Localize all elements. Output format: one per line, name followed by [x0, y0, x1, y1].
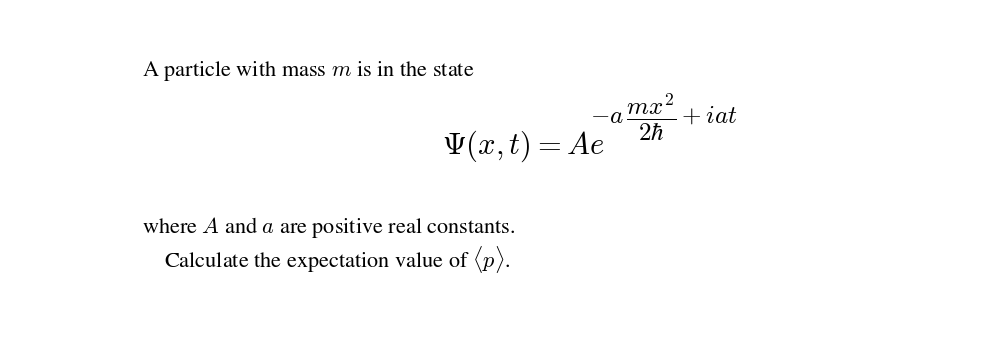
Text: $-a\,\dfrac{mx^2}{2\hbar}+iat$: $-a\,\dfrac{mx^2}{2\hbar}+iat$ — [591, 92, 738, 143]
Text: A particle with mass $m$ is in the state: A particle with mass $m$ is in the state — [141, 59, 474, 83]
Text: $\Psi(x,t) = Ae$: $\Psi(x,t) = Ae$ — [441, 128, 604, 164]
Text: where $A$ and $a$ are positive real constants.: where $A$ and $a$ are positive real cons… — [141, 215, 515, 240]
Text: Calculate the expectation value of $\langle p\rangle$.: Calculate the expectation value of $\lan… — [165, 244, 511, 275]
